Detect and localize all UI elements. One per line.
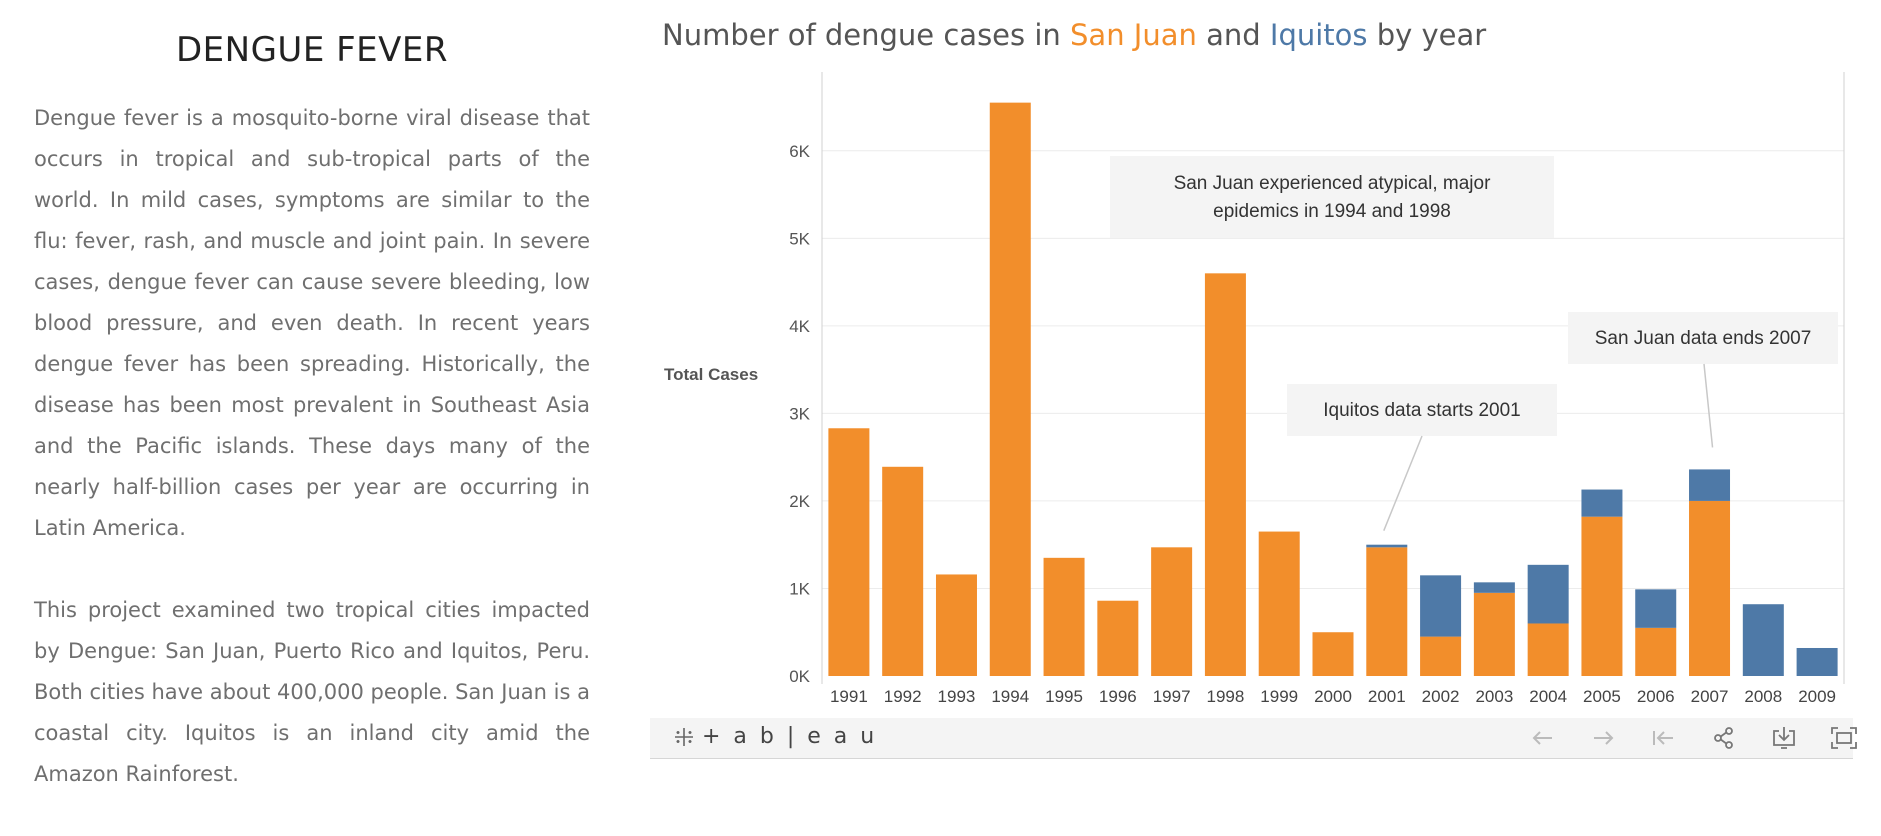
annotation-leader-line: [1703, 363, 1714, 448]
bar-san-juan: [1527, 623, 1569, 676]
x-tick-label: 2001: [1368, 687, 1406, 706]
bar-san-juan: [1312, 632, 1354, 676]
download-icon: [1773, 727, 1795, 749]
y-tick-label: 0K: [789, 667, 810, 686]
tableau-toolbar: + a b | e a u: [650, 718, 1857, 759]
annotation-text: epidemics in 1994 and 1998: [1213, 201, 1451, 222]
x-tick-label: 1993: [938, 687, 976, 706]
forward-icon: [1594, 731, 1614, 745]
annotation-box: [1568, 312, 1838, 364]
share-icon: [1714, 727, 1733, 749]
bar-iquitos: [1473, 582, 1515, 593]
bar-san-juan: [882, 466, 924, 676]
bar-san-juan: [1635, 627, 1677, 676]
x-tick-label: 1995: [1045, 687, 1083, 706]
fullscreen-icon: [1831, 727, 1857, 749]
x-tick-label: 2004: [1529, 687, 1567, 706]
bar-san-juan: [1097, 600, 1139, 676]
dengue-bar-chart: 0K 1K 2K 3K 4K 5K 6K Total Cases 1991 1992 1993 199…: [664, 72, 1845, 706]
bar-iquitos: [1527, 564, 1569, 624]
chart-title-prefix: Number of dengue cases in: [662, 18, 1071, 52]
y-tick-label: 4K: [789, 317, 810, 336]
x-tick-label: 1994: [991, 687, 1029, 706]
x-tick-label: 2007: [1691, 687, 1729, 706]
page-title: DENGUE FEVER: [175, 30, 449, 70]
x-tick-label: 1998: [1207, 687, 1245, 706]
x-tick-label: 2002: [1422, 687, 1460, 706]
intro-paragraph: Dengue fever is a mosquito-borne viral d…: [34, 106, 590, 540]
description-panel: DENGUE FEVER Dengue fever is a mosquito-…: [34, 30, 590, 836]
tableau-logo-text: + a b | e a u: [702, 724, 878, 749]
x-tick-label: 2008: [1744, 687, 1782, 706]
bar-san-juan: [1473, 592, 1515, 676]
project-paragraph: This project examined two tropical citie…: [34, 598, 590, 786]
bar-iquitos: [1366, 544, 1408, 548]
fullscreen-button[interactable]: [1826, 723, 1862, 753]
bar-san-juan: [1366, 547, 1408, 676]
back-icon: [1532, 731, 1552, 745]
bar-san-juan: [828, 428, 870, 676]
y-tick-label: 5K: [789, 229, 810, 248]
annotation-box: [1110, 156, 1554, 238]
bar-iquitos: [1420, 575, 1462, 637]
download-button[interactable]: [1766, 723, 1802, 753]
annotation-leader-line: [1383, 435, 1423, 531]
chart-title-middle: and: [1196, 18, 1270, 52]
annotation-text: San Juan data ends 2007: [1595, 328, 1812, 349]
bar-san-juan: [1043, 557, 1085, 676]
annotation-text: San Juan experienced atypical, major: [1174, 173, 1492, 194]
bar-san-juan: [1420, 636, 1462, 676]
annotation-text: Iquitos data starts 2001: [1323, 400, 1521, 421]
forward-button[interactable]: [1585, 723, 1621, 753]
reset-button[interactable]: [1646, 723, 1682, 753]
x-tick-label: 2006: [1637, 687, 1675, 706]
bar-iquitos: [1635, 589, 1677, 628]
reset-icon: [1653, 731, 1673, 745]
x-tick-label: 1999: [1260, 687, 1298, 706]
bar-iquitos: [1581, 489, 1623, 517]
y-tick-label: 1K: [789, 579, 810, 598]
chart-title-san-juan: San Juan: [1070, 18, 1197, 52]
x-tick-label: 2003: [1475, 687, 1513, 706]
annotation-box: [1287, 384, 1557, 436]
bar-san-juan: [1151, 547, 1193, 676]
x-tick-label: 2005: [1583, 687, 1621, 706]
y-tick-label: 6K: [789, 142, 810, 161]
bar-iquitos: [1796, 647, 1838, 676]
share-button[interactable]: [1706, 723, 1742, 753]
chart-title-suffix: by year: [1367, 18, 1487, 52]
bar-san-juan: [989, 102, 1031, 676]
bar-iquitos: [1742, 604, 1784, 676]
bar-iquitos: [1689, 469, 1731, 501]
y-tick-label: 2K: [789, 492, 810, 511]
back-button[interactable]: [1525, 723, 1561, 753]
x-tick-label: 1991: [830, 687, 868, 706]
tableau-logo-icon: [675, 727, 693, 746]
chart-title: Number of dengue cases in San Juan and I…: [662, 18, 1486, 52]
x-tick-label: 2000: [1314, 687, 1352, 706]
tableau-logo[interactable]: + a b | e a u: [672, 724, 877, 749]
bar-san-juan: [1258, 531, 1300, 676]
bar-san-juan: [1204, 273, 1246, 676]
x-tick-label: 1996: [1099, 687, 1137, 706]
bar-san-juan: [1689, 500, 1731, 676]
chart-title-iquitos: Iquitos: [1269, 18, 1368, 52]
x-tick-label: 2009: [1798, 687, 1836, 706]
bar-san-juan: [1581, 516, 1623, 676]
y-axis-title: Total Cases: [664, 365, 758, 384]
bar-san-juan: [935, 574, 977, 676]
y-tick-label: 3K: [789, 404, 810, 423]
x-tick-label: 1992: [884, 687, 922, 706]
x-tick-label: 1997: [1153, 687, 1191, 706]
